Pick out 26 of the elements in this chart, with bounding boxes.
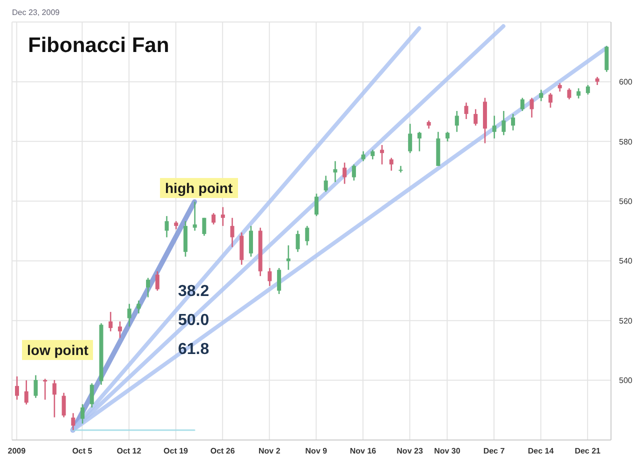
text: Dec 23, 2009: [12, 8, 60, 17]
x-tick-label: Oct 5: [72, 446, 93, 456]
x-tick-label: Nov 16: [350, 446, 377, 456]
y-tick-label: 500: [619, 376, 633, 386]
series-label: 61.8: [178, 341, 210, 359]
x-tick-label: Nov 23: [396, 446, 424, 456]
text: Fibonacci Fan: [28, 34, 170, 58]
y-tick-label: 560: [619, 196, 633, 206]
y-tick-label: 580: [619, 137, 633, 146]
y-tick-label: 540: [619, 256, 633, 266]
annotation: low point: [22, 340, 94, 360]
x-tick-label: Oct 19: [164, 446, 189, 456]
y-tick-label: 520: [619, 316, 633, 326]
series-label: 50.0: [178, 312, 210, 330]
x-tick-label: Dec 21: [574, 446, 602, 456]
x-tick-label: Nov 9: [305, 446, 328, 456]
x-tick-label: Dec 7: [483, 446, 506, 456]
annotation: high point: [160, 178, 238, 198]
x-tick-label: 2009: [8, 446, 26, 456]
x-tick-label: Oct 26: [210, 446, 236, 456]
x-tick-label: Oct 12: [116, 446, 142, 456]
series-label: 38.2: [178, 283, 210, 301]
x-tick-label: Nov 30: [434, 446, 461, 456]
x-tick-label: Nov 2: [258, 446, 281, 456]
y-tick-label: 600: [619, 78, 633, 87]
x-tick-label: Dec 14: [528, 446, 554, 456]
